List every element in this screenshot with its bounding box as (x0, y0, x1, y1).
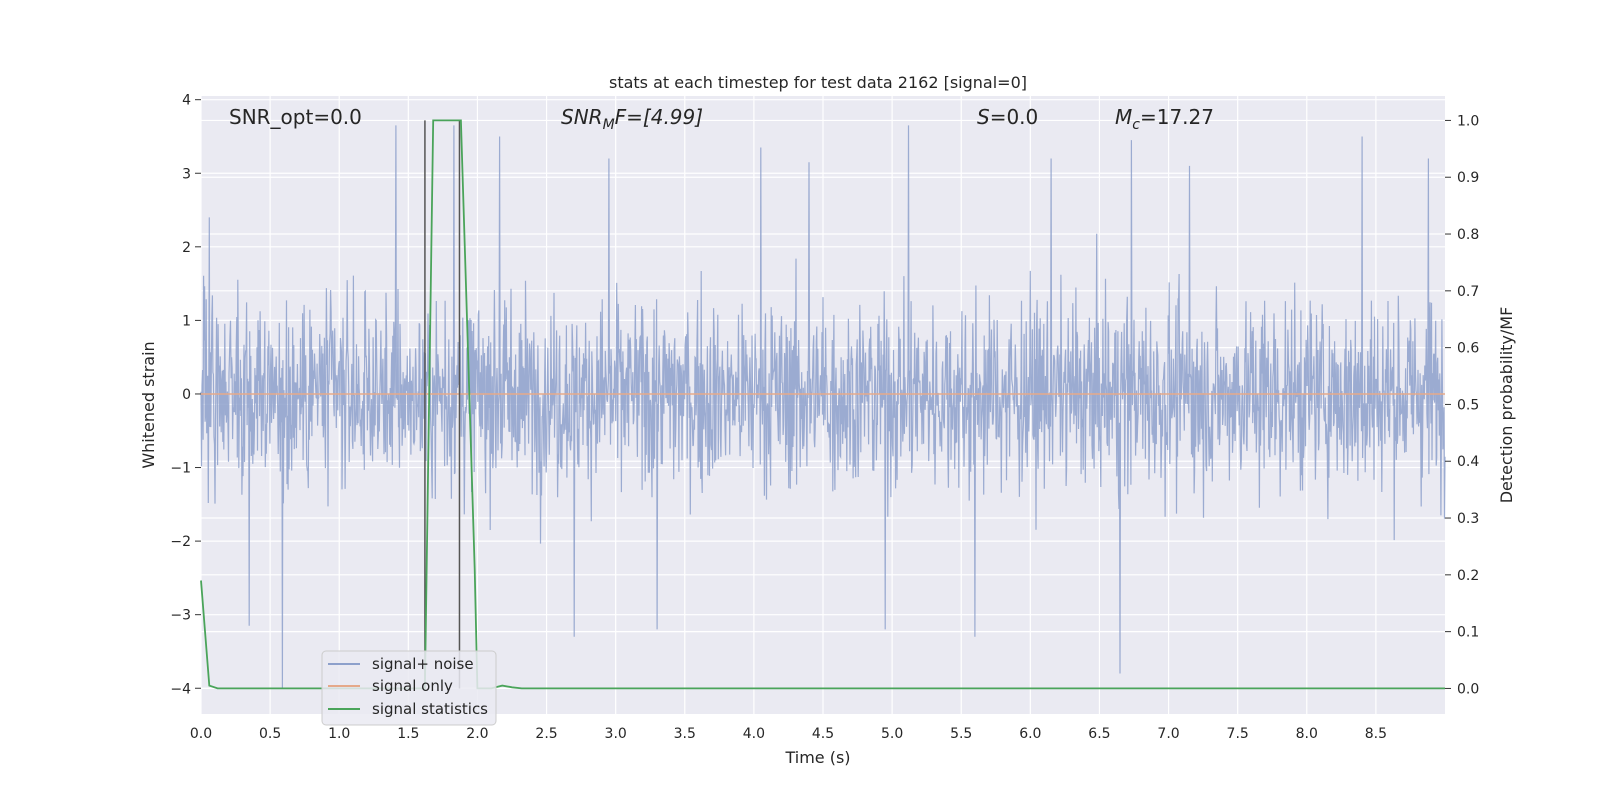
y-right-tick-label: 0.2 (1457, 568, 1479, 584)
s-label: S (977, 105, 990, 129)
y-tick-label: −3 (170, 608, 191, 624)
y-axis-label: Whitened strain (139, 341, 158, 468)
x-tick-label: 7.5 (1227, 726, 1249, 742)
y-right-tick-label: 0.1 (1457, 625, 1479, 641)
x-tick-label: 8.0 (1296, 726, 1318, 742)
y-right-tick-label: 0.5 (1457, 397, 1479, 413)
x-tick-label: 3.0 (605, 726, 627, 742)
y-axis-ticks: −4 −3 −2 −1 0 1 2 3 4 (170, 93, 201, 697)
x-tick-label: 6.5 (1088, 726, 1110, 742)
y-tick-label: −1 (170, 461, 191, 477)
legend-label-signal: signal only (372, 677, 453, 695)
x-tick-label: 4.5 (812, 726, 834, 742)
x-tick-label: 1.5 (397, 726, 419, 742)
x-tick-label: 5.5 (950, 726, 972, 742)
snr-mf-label: SNR (561, 105, 603, 129)
y-right-tick-label: 0.0 (1457, 681, 1479, 697)
legend-label-noise: signal+ noise (372, 655, 474, 673)
x-tick-label: 0.0 (190, 726, 212, 742)
x-tick-label: 2.5 (535, 726, 557, 742)
noise-series (200, 125, 1446, 689)
x-tick-label: 2.0 (466, 726, 488, 742)
x-tick-label: 3.5 (674, 726, 696, 742)
series-signal-statistics (200, 119, 1445, 690)
y-right-tick-label: 0.6 (1457, 341, 1479, 357)
mc-annotation: Mc=17.27 (1115, 105, 1214, 133)
mc-label: M (1115, 105, 1132, 129)
x-axis-ticks: 0.0 0.5 1.0 1.5 2.0 2.5 3.0 3.5 4.0 4.5 5.0 5.5 6.0 6… (190, 726, 1387, 742)
line-series (200, 119, 1445, 690)
x-tick-label: 7.0 (1157, 726, 1179, 742)
y-right-tick-label: 0.9 (1457, 170, 1479, 186)
x-tick-label: 6.0 (1019, 726, 1041, 742)
x-tick-label: 0.5 (259, 726, 281, 742)
mc-value: =17.27 (1140, 105, 1214, 129)
y-right-tick-label: 0.7 (1457, 284, 1479, 300)
snr-opt-annotation: SNR_opt=0.0 (229, 105, 362, 129)
x-tick-label: 8.5 (1365, 726, 1387, 742)
y-tick-label: 0 (182, 387, 191, 403)
legend-box (321, 650, 497, 726)
y-right-tick-label: 1.0 (1457, 113, 1479, 129)
x-tick-label: 4.0 (743, 726, 765, 742)
y-right-tick-label: 0.4 (1457, 454, 1479, 470)
chart-title: stats at each timestep for test data 216… (609, 73, 1027, 92)
y-tick-label: 4 (182, 93, 191, 109)
y-right-tick-label: 0.8 (1457, 227, 1479, 243)
y-tick-label: −2 (170, 534, 191, 550)
y-right-axis-ticks: 0.0 0.1 0.2 0.3 0.4 0.5 0.6 0.7 0.8 0.9 1.0 (1445, 113, 1479, 697)
y-right-tick-label: 0.3 (1457, 511, 1479, 527)
mc-sub: c (1132, 117, 1140, 133)
x-axis-label: Time (s) (784, 748, 850, 767)
snr-mf-rest-f: F=[4.99] (615, 105, 703, 129)
y-tick-label: 1 (182, 313, 191, 329)
s-value: =0.0 (990, 105, 1039, 129)
legend-label-statistics: signal statistics (372, 700, 488, 718)
y-right-axis-label: Detection probability/MF (1497, 307, 1516, 504)
x-tick-label: 1.0 (328, 726, 350, 742)
snr-mf-annotation: SNRMF=[4.99] (561, 105, 703, 133)
x-tick-label: 5.0 (881, 726, 903, 742)
y-tick-label: −4 (170, 681, 191, 697)
y-tick-label: 2 (182, 240, 191, 256)
snr-mf-sub: M (603, 117, 615, 133)
legend: signal+ noise signal only signal statist… (321, 650, 497, 726)
y-tick-label: 3 (182, 166, 191, 182)
s-annotation: S=0.0 (977, 105, 1038, 129)
series-signal-noise (200, 125, 1446, 689)
